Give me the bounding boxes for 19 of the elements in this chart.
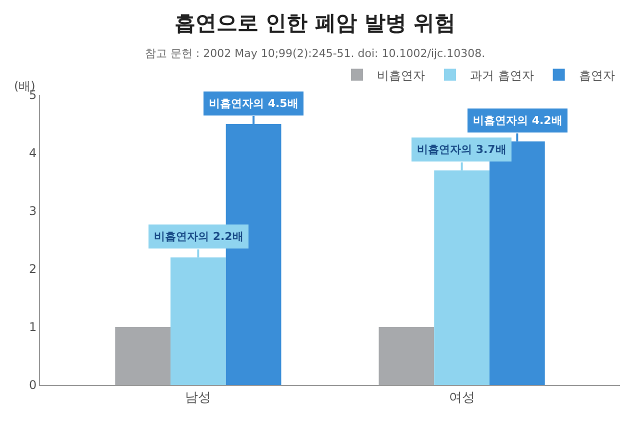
legend-label: 비흡연자 (377, 68, 425, 82)
data-label: 비흡연자의 3.7배 (417, 143, 506, 156)
legend-label: 과거 흡연자 (470, 68, 534, 82)
data-label: 비흡연자의 4.5배 (209, 97, 298, 110)
bar (378, 327, 434, 385)
y-tick-label: 0 (28, 378, 37, 392)
x-tick-label: 남성 (185, 390, 212, 406)
chart-subtitle: 참고 문헌 : 2002 May 10;99(2):245-51. doi: 10.1002/ijc.10308. (144, 47, 486, 60)
y-tick-label: 4 (28, 146, 37, 160)
y-tick-label: 1 (28, 320, 37, 334)
x-tick-label: 여성 (448, 390, 475, 406)
y-tick-label: 2 (28, 262, 37, 276)
y-tick-label: 3 (28, 204, 37, 218)
data-label: 비흡연자의 2.2배 (154, 230, 244, 243)
data-label: 비흡연자의 4.2배 (473, 114, 562, 127)
legend-label: 흡연자 (578, 68, 615, 82)
bar (115, 327, 170, 385)
y-axis-title: (배) (14, 79, 36, 93)
chart-title: 흡연으로 인한 폐암 발병 위험 (174, 10, 456, 35)
